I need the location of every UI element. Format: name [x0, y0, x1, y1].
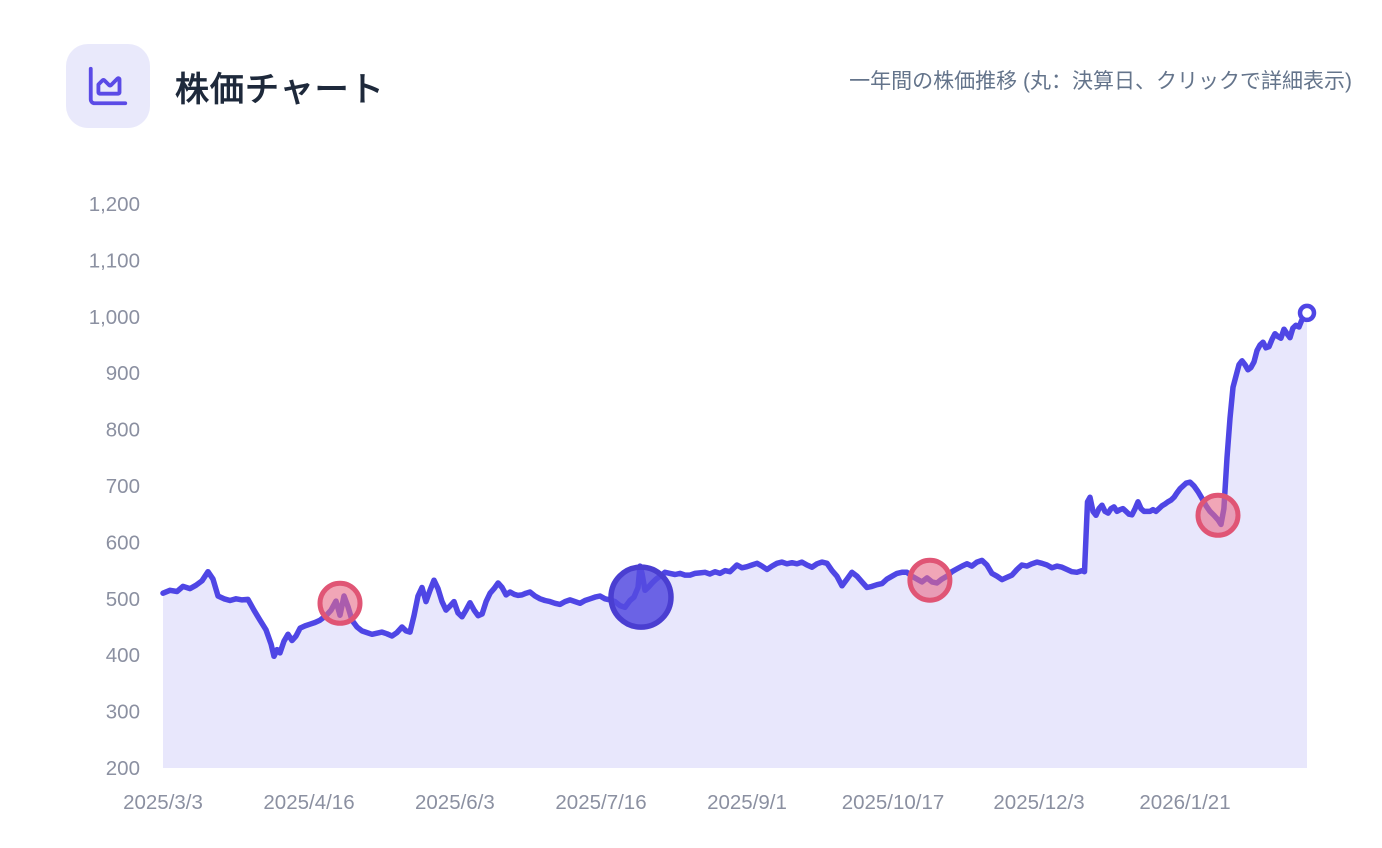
price-area-fill — [163, 312, 1307, 768]
page-title: 株価チャート — [175, 70, 385, 109]
chart-icon-badge — [66, 44, 150, 128]
x-axis-label: 2025/10/17 — [842, 791, 945, 814]
chart-header: 株価チャート 一年間の株価推移 (丸：決算日、クリックで詳細表示) — [66, 44, 1352, 128]
price-line — [160, 310, 1310, 660]
y-axis-label: 600 — [106, 531, 140, 554]
x-axis-label: 2026/1/21 — [1139, 791, 1230, 814]
earnings-marker[interactable] — [907, 557, 953, 603]
earnings-marker[interactable] — [317, 580, 363, 626]
y-axis-label: 1,000 — [89, 306, 140, 329]
x-axis-label: 2025/7/16 — [555, 791, 646, 814]
x-axis-label: 2025/4/16 — [263, 791, 354, 814]
x-axis-label: 2025/9/1 — [707, 791, 787, 814]
x-axis-label: 2025/6/3 — [415, 791, 495, 814]
y-axis-label: 300 — [106, 701, 140, 724]
y-axis-label: 700 — [106, 475, 140, 498]
x-axis-label: 2025/3/3 — [123, 791, 203, 814]
chart-area-icon — [88, 66, 128, 106]
chart-subtitle: 一年間の株価推移 (丸：決算日、クリックで詳細表示) — [849, 70, 1352, 93]
earnings-marker[interactable] — [1195, 492, 1241, 538]
y-axis-label: 1,100 — [89, 249, 140, 272]
y-axis-label: 400 — [106, 644, 140, 667]
y-axis-label: 1,200 — [89, 193, 140, 216]
y-axis-label: 800 — [106, 419, 140, 442]
y-axis-label: 500 — [106, 588, 140, 611]
x-axis-label: 2025/12/3 — [993, 791, 1084, 814]
y-axis-label: 900 — [106, 362, 140, 385]
latest-point-marker — [1297, 303, 1317, 323]
earnings-marker-selected[interactable] — [608, 564, 674, 630]
y-axis-label: 200 — [106, 757, 140, 780]
